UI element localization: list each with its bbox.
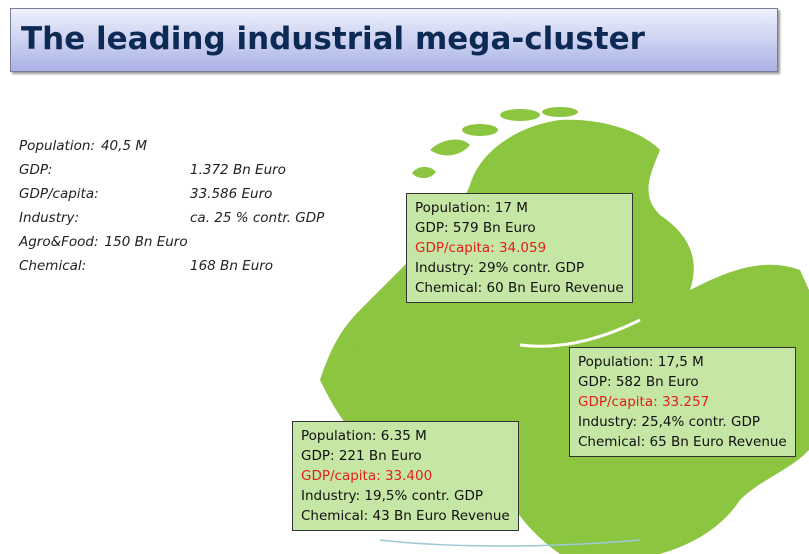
box-line: Population: 6.35 M [301,428,427,444]
region-box: Population: 17 M GDP: 579 Bn Euro GDP/capi… [406,193,633,303]
summary-value: 33.586 Euro [190,186,273,202]
summary-label: Chemical: [19,258,87,274]
box-line: GDP/capita: 33.257 [578,394,710,410]
summary-value: ca. 25 % contr. GDP [190,210,325,226]
title-bar: The leading industrial mega-cluster [10,8,778,72]
box-line: Population: 17 M [415,200,528,216]
summary-value: 40,5 M [100,138,147,154]
title: The leading industrial mega-cluster [21,21,645,57]
box-line: Chemical: 43 Bn Euro Revenue [301,508,510,524]
box-line: Population: 17,5 M [578,354,704,370]
region-box: Population: 17,5 M GDP: 582 Bn Euro GDP/ca… [569,347,796,457]
box-line: Industry: 25,4% contr. GDP [578,414,760,430]
summary-row: GDP: 1.372 Bn Euro [19,158,286,182]
summary-row: Chemical: 168 Bn Euro [19,254,273,278]
summary-row: Industry: ca. 25 % contr. GDP [19,206,324,230]
box-line: GDP/capita: 34.059 [415,240,547,256]
box-line: Chemical: 65 Bn Euro Revenue [578,434,787,450]
box-line: Chemical: 60 Bn Euro Revenue [415,280,624,296]
summary-value: 150 Bn Euro [104,234,188,250]
summary-row: Agro&Food: 150 Bn Euro [19,230,188,254]
summary-row: Population: 40,5 M [19,134,188,158]
summary: Population: 40,5 M GDP: 1.372 Bn Euro GDP/ca… [19,134,324,278]
summary-label: GDP/capita: [19,186,99,202]
summary-value: 168 Bn Euro [190,258,274,274]
box-line: Industry: 19,5% contr. GDP [301,488,483,504]
summary-value: 1.372 Bn Euro [190,162,286,178]
box-line: GDP: 579 Bn Euro [415,220,536,236]
summary-row: GDP/capita: 33.586 Euro [19,182,272,206]
summary-label: GDP: [19,162,53,178]
box-line: GDP: 221 Bn Euro [301,448,422,464]
summary-label: Industry: [19,210,80,226]
summary-label: Population: [19,138,95,154]
box-line: Industry: 29% contr. GDP [415,260,585,276]
box-line: GDP: 582 Bn Euro [578,374,699,390]
summary-label: Agro&Food: [19,234,99,250]
region-box: Population: 6.35 M GDP: 221 Bn Euro GDP/ca… [292,421,519,531]
box-line: GDP/capita: 33.400 [301,468,433,484]
